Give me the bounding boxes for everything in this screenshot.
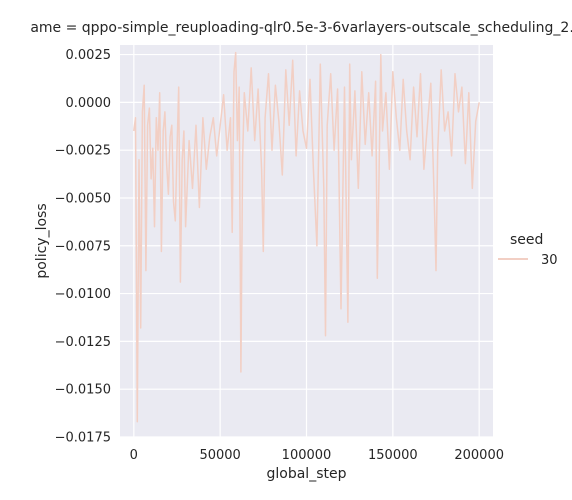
chart-title: ame = qppo-simple_reuploading-qlr0.5e-3-… bbox=[30, 20, 572, 36]
x-tick-label: 150000 bbox=[368, 448, 418, 463]
y-tick-label: 0.0025 bbox=[66, 48, 112, 63]
y-tick-label: −0.0125 bbox=[55, 335, 111, 350]
y-axis-label: policy_loss bbox=[34, 203, 50, 278]
series-line-30 bbox=[133, 51, 480, 423]
x-tick-label: 100000 bbox=[282, 448, 332, 463]
y-tick-label: −0.0175 bbox=[55, 431, 111, 446]
y-tick-label: −0.0100 bbox=[55, 287, 111, 302]
y-tick-label: −0.0050 bbox=[55, 191, 111, 206]
x-tick-label: 50000 bbox=[199, 448, 240, 463]
legend-entry-label: 30 bbox=[541, 253, 558, 268]
tick-labels: 0 50000 100000 150000 200000 0.0025 0.0000 −0.0… bbox=[55, 48, 504, 463]
y-tick-label: −0.0075 bbox=[55, 239, 111, 254]
y-tick-label: 0.0000 bbox=[66, 96, 112, 111]
y-tick-label: −0.0150 bbox=[55, 383, 111, 398]
x-axis-label: global_step bbox=[267, 466, 347, 482]
data-series bbox=[133, 51, 480, 423]
legend: seed 30 bbox=[498, 232, 558, 268]
y-tick-label: −0.0025 bbox=[55, 144, 111, 159]
x-tick-label: 0 bbox=[130, 448, 138, 463]
legend-title: seed bbox=[510, 232, 543, 248]
x-tick-label: 200000 bbox=[454, 448, 504, 463]
